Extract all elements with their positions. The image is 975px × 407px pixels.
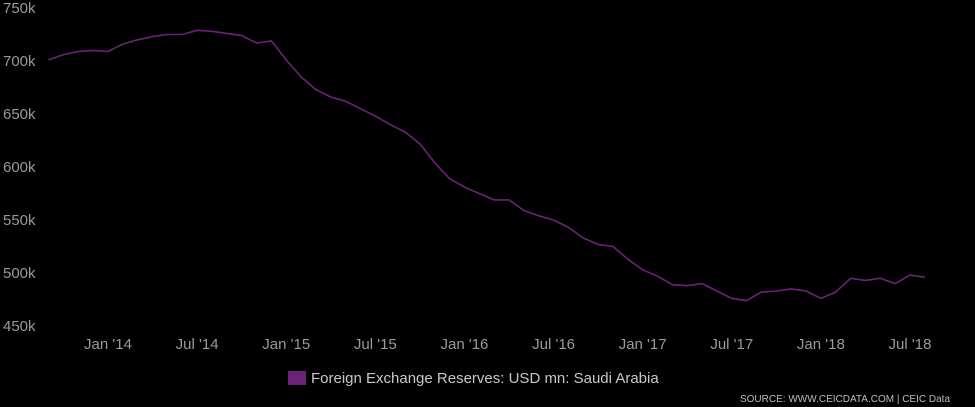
- x-tick-label: Jan '18: [797, 336, 845, 353]
- y-tick-label: 600k: [3, 159, 36, 176]
- source-credit: SOURCE: WWW.CEICDATA.COM | CEIC Data: [740, 394, 950, 405]
- legend-label: Foreign Exchange Reserves: USD mn: Saudi…: [311, 370, 659, 387]
- y-tick-label: 450k: [3, 318, 36, 335]
- x-tick-label: Jul '16: [532, 336, 575, 353]
- series-line-saudi-arabia-fx-reserves: [48, 29, 926, 302]
- y-tick-label: 500k: [3, 265, 36, 282]
- x-tick-label: Jan '16: [440, 336, 488, 353]
- legend[interactable]: Foreign Exchange Reserves: USD mn: Saudi…: [288, 370, 659, 387]
- legend-swatch: [288, 371, 306, 385]
- y-axis-ticks: 750k 700k 650k 600k 550k 500k 450k: [3, 0, 36, 335]
- x-tick-label: Jan '15: [262, 336, 310, 353]
- y-tick-label: 700k: [3, 53, 36, 70]
- x-tick-label: Jul '15: [354, 336, 397, 353]
- x-tick-label: Jul '14: [176, 336, 219, 353]
- x-axis-ticks: Jan '14 Jul '14 Jan '15 Jul '15 Jan '16 Jul '…: [84, 336, 931, 353]
- x-tick-label: Jan '17: [619, 336, 667, 353]
- x-tick-label: Jul '17: [710, 336, 753, 353]
- y-tick-label: 650k: [3, 106, 36, 123]
- y-tick-label: 550k: [3, 212, 36, 229]
- x-tick-label: Jan '14: [84, 336, 132, 353]
- x-tick-label: Jul '18: [889, 336, 932, 353]
- y-tick-label: 750k: [3, 0, 36, 17]
